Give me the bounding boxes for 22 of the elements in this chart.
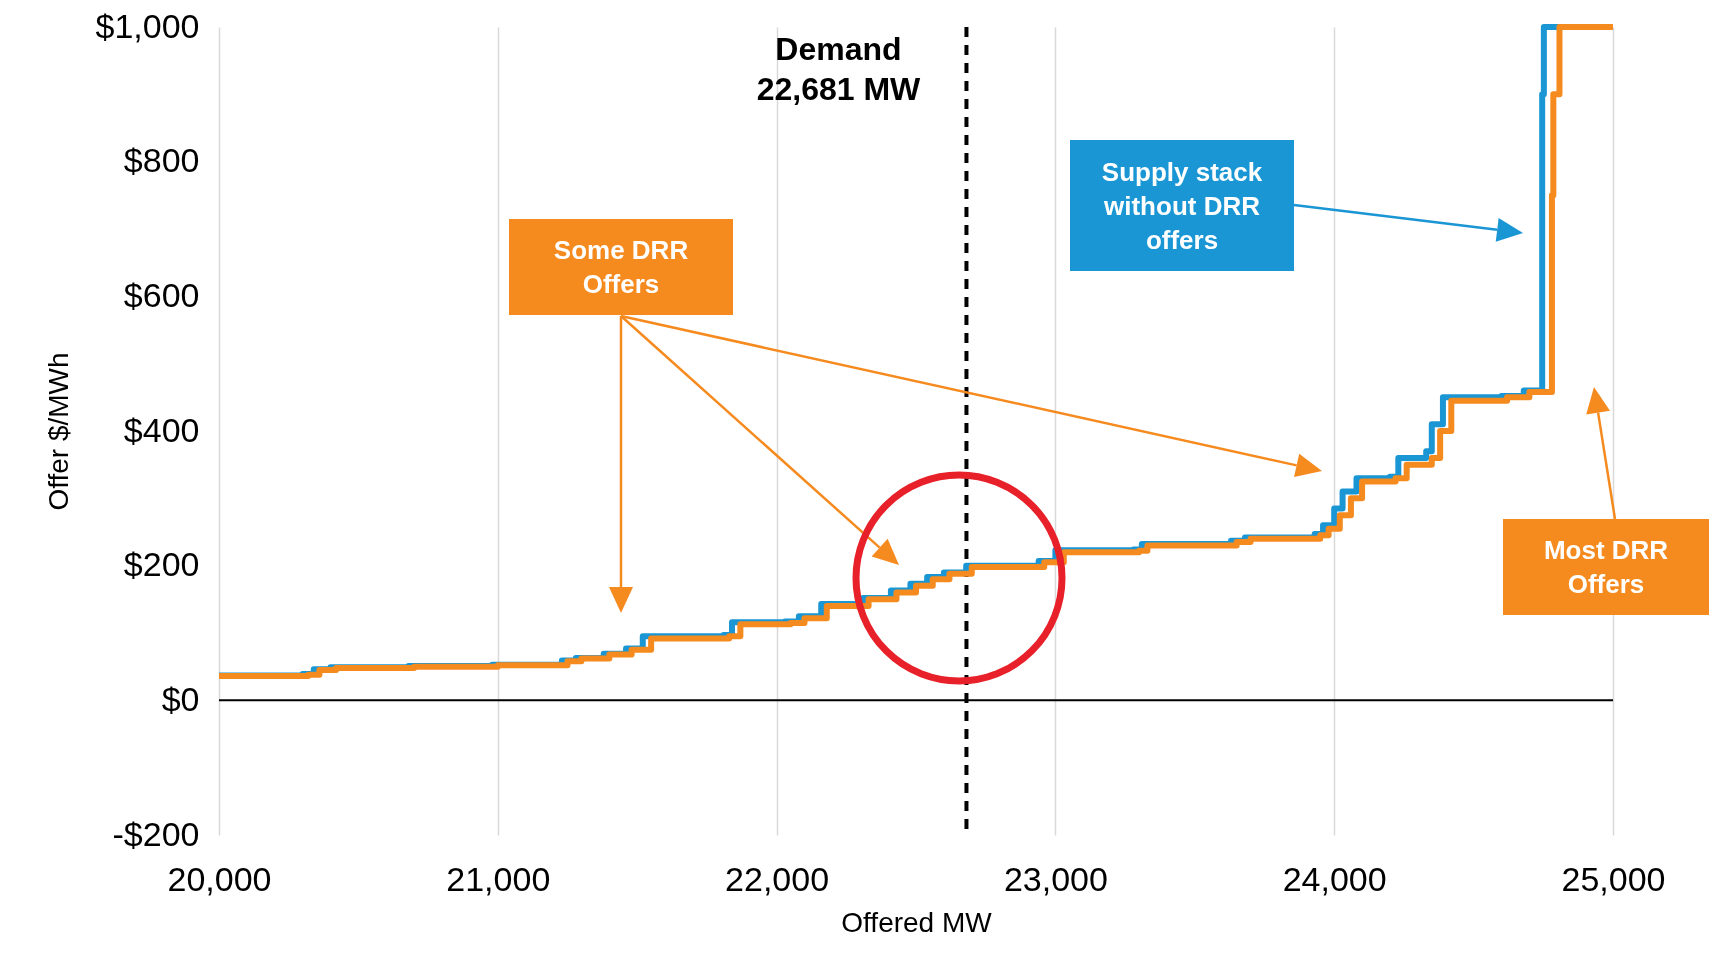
x-tick-label: 22,000 — [725, 859, 830, 898]
y-tick-label: $1,000 — [95, 6, 200, 45]
x-tick-label: 21,000 — [446, 859, 551, 898]
ref-line-label: Demand 22,681 MW — [756, 31, 922, 107]
annotation: Some DRR Offers — [552, 234, 690, 301]
y-tick-label: $200 — [123, 545, 200, 584]
x-tick-label: 23,000 — [1003, 859, 1108, 898]
x-tick-label: 20,000 — [167, 859, 272, 898]
y-tick-label: $0 — [161, 679, 200, 718]
x-tick-label: 24,000 — [1282, 859, 1387, 898]
callout-box: Some DRR Offers — [509, 219, 733, 315]
y-tick-label: $600 — [123, 275, 200, 314]
annotation: Most DRR Offers — [1542, 534, 1670, 601]
annotation: Supply stack without DRR offers — [1100, 155, 1264, 257]
y-tick-label: $800 — [123, 141, 200, 180]
y-axis-title: Offer $/MWh — [42, 352, 74, 511]
x-axis-title: Offered MW — [841, 906, 993, 938]
x-tick-label: 25,000 — [1561, 859, 1666, 898]
callout-box: Supply stack without DRR offers — [1070, 140, 1294, 271]
y-tick-label: -$200 — [112, 814, 200, 853]
y-tick-label: $400 — [123, 410, 200, 449]
callout-box: Most DRR Offers — [1503, 519, 1709, 615]
